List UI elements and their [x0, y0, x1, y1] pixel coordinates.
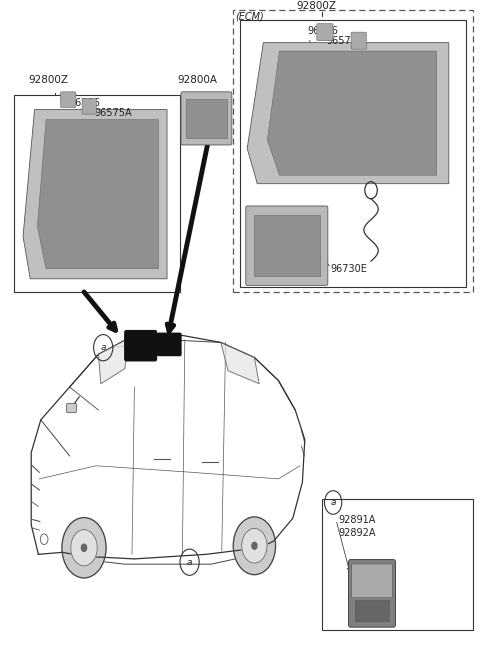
Circle shape	[242, 529, 267, 563]
Text: 92891A: 92891A	[338, 514, 376, 525]
FancyBboxPatch shape	[317, 24, 333, 41]
Text: a: a	[100, 343, 106, 352]
Polygon shape	[221, 342, 259, 384]
FancyBboxPatch shape	[60, 92, 76, 108]
Text: a: a	[330, 498, 336, 507]
Text: 92800Z: 92800Z	[297, 1, 337, 11]
Bar	[240, 20, 466, 287]
FancyBboxPatch shape	[125, 331, 156, 361]
FancyBboxPatch shape	[157, 333, 181, 356]
FancyBboxPatch shape	[351, 564, 392, 598]
Polygon shape	[267, 51, 437, 175]
Text: 96730E: 96730E	[330, 264, 367, 274]
Polygon shape	[247, 43, 449, 184]
Bar	[233, 10, 473, 292]
FancyBboxPatch shape	[82, 98, 96, 114]
Circle shape	[71, 529, 97, 566]
FancyBboxPatch shape	[67, 403, 76, 413]
FancyBboxPatch shape	[348, 560, 396, 627]
Bar	[14, 95, 180, 292]
Bar	[186, 98, 227, 138]
Text: 96575A: 96575A	[326, 36, 364, 46]
FancyBboxPatch shape	[351, 32, 366, 49]
Bar	[322, 499, 473, 630]
Text: a: a	[187, 558, 192, 567]
Text: 96576: 96576	[307, 26, 338, 36]
FancyBboxPatch shape	[246, 206, 328, 285]
Text: 92892A: 92892A	[338, 527, 376, 538]
Bar	[253, 216, 320, 276]
Text: 96251A: 96251A	[379, 152, 417, 163]
Circle shape	[233, 517, 276, 575]
Polygon shape	[98, 338, 130, 384]
Text: 92800A: 92800A	[178, 75, 218, 85]
Circle shape	[252, 543, 257, 549]
Text: 96575A: 96575A	[95, 108, 132, 118]
Circle shape	[62, 518, 106, 578]
Text: (ECM): (ECM)	[235, 12, 264, 22]
Text: 96576: 96576	[70, 98, 100, 108]
Text: 92800Z: 92800Z	[28, 75, 68, 85]
FancyBboxPatch shape	[181, 92, 232, 145]
Circle shape	[81, 544, 87, 552]
Polygon shape	[23, 110, 167, 279]
Polygon shape	[37, 119, 158, 269]
Bar	[355, 600, 389, 621]
